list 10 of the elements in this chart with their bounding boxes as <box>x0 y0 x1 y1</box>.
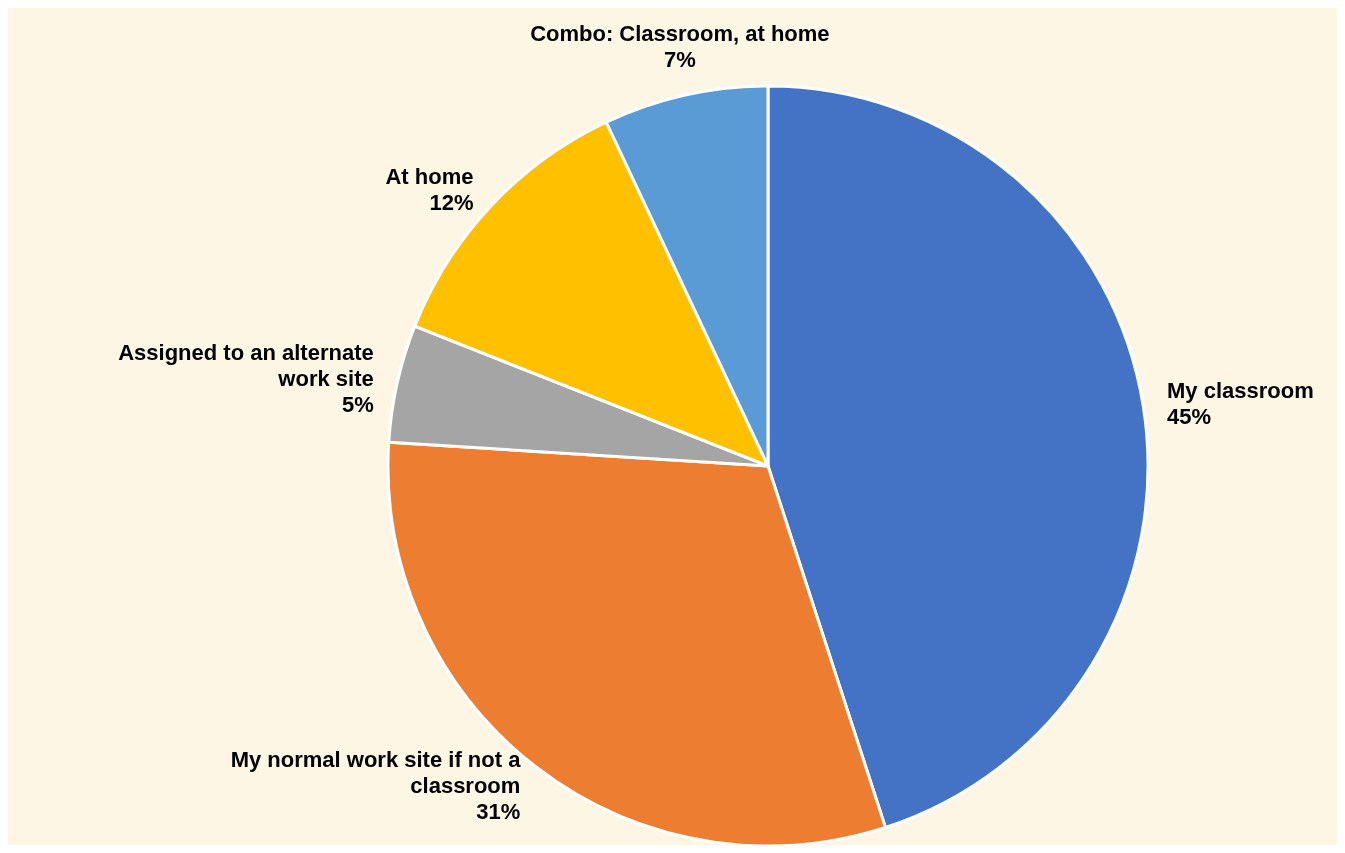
slice-label: Combo: Classroom, at home <box>530 20 830 46</box>
data-label: 45% <box>1167 403 1212 429</box>
slice-label: My normal work site if not a classroom <box>230 747 522 799</box>
slice-label: At home <box>385 164 474 190</box>
data-label: 5% <box>341 391 374 417</box>
slice-label: My classroom <box>1167 377 1314 403</box>
data-label: 31% <box>476 799 521 825</box>
data-label: 12% <box>429 190 474 216</box>
slice-label: Assigned to an alternate work site <box>118 339 374 391</box>
data-label: 7% <box>663 46 696 72</box>
